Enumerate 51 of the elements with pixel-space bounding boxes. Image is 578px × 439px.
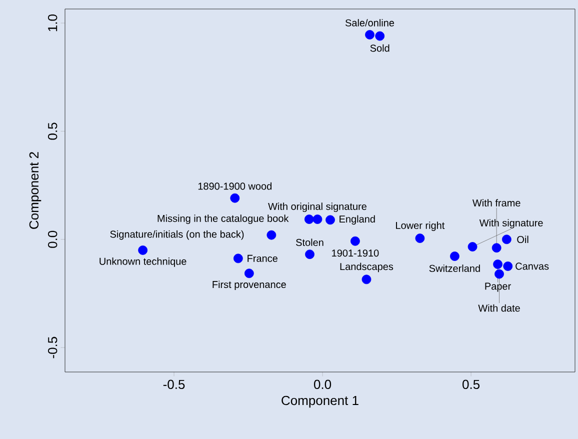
annotation: Sale/online: [345, 19, 394, 26]
annotation: Unknown technique: [100, 258, 186, 267]
annotation: England: [340, 215, 375, 225]
point: [502, 234, 512, 244]
annotation: Switzerland: [429, 264, 480, 272]
point: [494, 269, 504, 279]
annotation: Sold: [370, 44, 390, 52]
point: [244, 268, 254, 278]
point: [365, 30, 374, 40]
y-tick-label: 0.0: [48, 230, 58, 248]
point: [450, 252, 460, 261]
x-axis-title: Component 1: [282, 396, 358, 408]
x-tick-label: -0.5: [163, 380, 185, 390]
point: [350, 236, 360, 246]
point: [312, 214, 322, 224]
annotation: With original signature: [268, 202, 366, 212]
point: [138, 246, 148, 255]
point: [305, 250, 314, 260]
annotation: 1901-1910: [332, 250, 379, 257]
annotation: Lower right: [396, 222, 445, 231]
annotation: 1890-1900 wood: [198, 182, 272, 190]
y-axis-title: Component 2: [29, 152, 42, 229]
y-tick-label: 1.0: [48, 14, 58, 32]
point: [503, 262, 513, 271]
annotation: Canvas: [516, 262, 549, 270]
y-tick-label: 0.5: [48, 122, 58, 140]
annotation: With date: [478, 304, 520, 312]
y-tick-label: -0.5: [48, 336, 58, 358]
point: [468, 242, 478, 252]
annotation: First provenance: [212, 280, 286, 290]
annotation: With signature: [479, 219, 543, 228]
point: [362, 274, 372, 284]
point: [375, 31, 385, 41]
x-tick-label: 0.0: [314, 380, 332, 390]
point: [492, 243, 502, 253]
point: [266, 230, 276, 240]
annotation: Paper: [485, 282, 511, 292]
point: [233, 254, 243, 264]
point: [304, 214, 314, 224]
annotation: France: [248, 254, 278, 262]
point: [415, 234, 425, 244]
annotation: Oil: [517, 236, 528, 244]
annotation: Stolen: [296, 238, 324, 246]
annotation: Landscapes: [340, 262, 394, 272]
annotation: With frame: [472, 199, 520, 206]
point: [493, 260, 502, 269]
point: [326, 215, 335, 225]
annotation: Missing in the catalogue book: [158, 214, 289, 224]
point: [230, 193, 240, 203]
x-tick-label: 0.5: [462, 380, 480, 390]
annotation: Signature/initials (on the back): [110, 230, 244, 240]
